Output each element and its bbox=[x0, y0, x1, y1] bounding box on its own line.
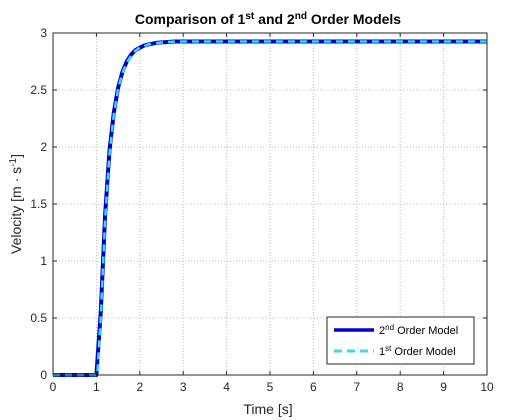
series-line-1st-order bbox=[53, 40, 487, 377]
y-tick-label: 2 bbox=[40, 140, 47, 154]
y-tick-label: 1.5 bbox=[30, 197, 47, 211]
y-tick-label: 1 bbox=[40, 254, 47, 268]
x-tick-label: 4 bbox=[223, 380, 230, 394]
x-axis-label: Time [s] bbox=[243, 401, 292, 417]
y-tick-label: 3 bbox=[40, 26, 47, 40]
legend-label-1st-order: 1st Order Model bbox=[379, 344, 456, 359]
x-tick-label: 2 bbox=[136, 380, 143, 394]
legend-label-2nd-order: 2nd Order Model bbox=[379, 323, 458, 338]
legend: 2nd Order Model 1st Order Model bbox=[326, 316, 475, 365]
y-tick-label: 0 bbox=[40, 368, 47, 382]
y-tick-label: 2.5 bbox=[30, 83, 47, 97]
x-tick-label: 6 bbox=[310, 380, 317, 394]
x-tick-label: 3 bbox=[180, 380, 187, 394]
x-tick-label: 9 bbox=[440, 380, 447, 394]
x-tick-labels: 0 1 2 3 4 5 6 7 8 9 10 bbox=[50, 380, 494, 394]
x-tick-label: 5 bbox=[267, 380, 274, 394]
x-tick-label: 0 bbox=[50, 380, 57, 394]
tick-marks bbox=[52, 32, 488, 376]
y-axis-label: Velocity [m · s-1] bbox=[8, 154, 25, 254]
x-tick-label: 1 bbox=[93, 380, 100, 394]
series-lines bbox=[53, 39, 487, 377]
x-tick-label: 7 bbox=[353, 380, 360, 394]
y-tick-labels: 0 0.5 1 1.5 2 2.5 3 bbox=[30, 26, 47, 382]
legend-box bbox=[326, 316, 475, 365]
chart-title: Comparison of 1st and 2nd Order Models bbox=[135, 11, 401, 28]
x-tick-label: 10 bbox=[480, 380, 494, 394]
grid-lines bbox=[53, 33, 487, 375]
x-tick-label: 8 bbox=[397, 380, 404, 394]
y-tick-label: 0.5 bbox=[30, 311, 47, 325]
